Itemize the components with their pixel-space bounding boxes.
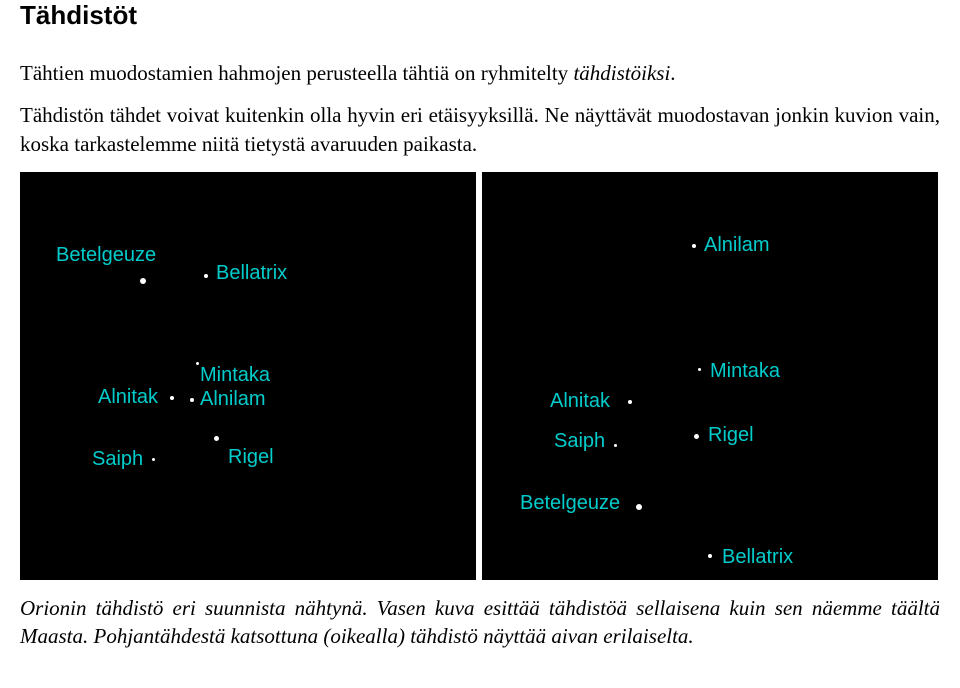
page: Tähdistöt Tähtien muodostamien hahmojen … bbox=[0, 0, 960, 671]
star-label: Mintaka bbox=[200, 364, 270, 386]
star-label: Saiph bbox=[554, 430, 605, 452]
figure-caption: Orionin tähdistö eri suunnista nähtynä. … bbox=[20, 594, 940, 651]
star-dot-icon bbox=[636, 504, 642, 510]
intro-text-a: Tähtien muodostamien hahmojen perusteell… bbox=[20, 61, 573, 85]
star-dot-icon bbox=[614, 444, 617, 447]
star-saiph: Saiph bbox=[92, 448, 143, 471]
star-label: Alnilam bbox=[200, 388, 266, 410]
star-dot-icon bbox=[698, 368, 701, 371]
star-dot-icon bbox=[152, 458, 155, 461]
star-bellatrix: Bellatrix bbox=[722, 546, 793, 569]
star-bellatrix: Bellatrix bbox=[216, 262, 287, 285]
page-title: Tähdistöt bbox=[20, 0, 940, 31]
star-alnilam: Alnilam bbox=[704, 234, 770, 257]
star-dot-icon bbox=[692, 244, 696, 248]
star-label: Alnitak bbox=[550, 390, 610, 412]
star-label: Betelgeuze bbox=[520, 492, 620, 514]
star-label: Mintaka bbox=[710, 360, 780, 382]
star-dot-icon bbox=[204, 274, 208, 278]
star-label: Rigel bbox=[228, 446, 274, 468]
star-label: Bellatrix bbox=[216, 262, 287, 284]
star-saiph: Saiph bbox=[554, 430, 605, 453]
star-dot-icon bbox=[170, 396, 174, 400]
star-dot-icon bbox=[628, 400, 632, 404]
star-alnilam: Alnilam bbox=[200, 388, 266, 411]
star-label: Saiph bbox=[92, 448, 143, 470]
star-betelgeuze: Betelgeuze bbox=[520, 492, 620, 515]
star-panel-right: Alnilam Mintaka Alnitak Saiph Rigel Bete… bbox=[482, 172, 938, 580]
star-rigel: Rigel bbox=[708, 424, 754, 447]
intro-paragraph-2: Tähdistön tähdet voivat kuitenkin olla h… bbox=[20, 101, 940, 158]
star-label: Alnilam bbox=[704, 234, 770, 256]
intro-text-c: . bbox=[670, 61, 675, 85]
star-dot-icon bbox=[196, 362, 199, 365]
figure-row: Betelgeuze Bellatrix Mintaka Alnitak Aln… bbox=[20, 172, 940, 580]
star-betelgeuze: Betelgeuze bbox=[56, 244, 156, 267]
star-label: Rigel bbox=[708, 424, 754, 446]
star-mintaka: Mintaka bbox=[710, 360, 780, 383]
star-alnitak: Alnitak bbox=[550, 390, 610, 413]
star-label: Bellatrix bbox=[722, 546, 793, 568]
star-mintaka: Mintaka bbox=[200, 364, 270, 387]
star-panel-left: Betelgeuze Bellatrix Mintaka Alnitak Aln… bbox=[20, 172, 476, 580]
star-alnitak: Alnitak bbox=[98, 386, 158, 409]
intro-term: tähdistöiksi bbox=[573, 61, 670, 85]
star-label: Alnitak bbox=[98, 386, 158, 408]
intro-paragraph-1: Tähtien muodostamien hahmojen perusteell… bbox=[20, 59, 940, 87]
star-label: Betelgeuze bbox=[56, 244, 156, 266]
star-dot-icon bbox=[694, 434, 699, 439]
star-dot-icon bbox=[140, 278, 146, 284]
star-rigel: Rigel bbox=[228, 446, 274, 469]
star-dot-icon bbox=[214, 436, 219, 441]
star-dot-icon bbox=[190, 398, 194, 402]
star-dot-icon bbox=[708, 554, 712, 558]
